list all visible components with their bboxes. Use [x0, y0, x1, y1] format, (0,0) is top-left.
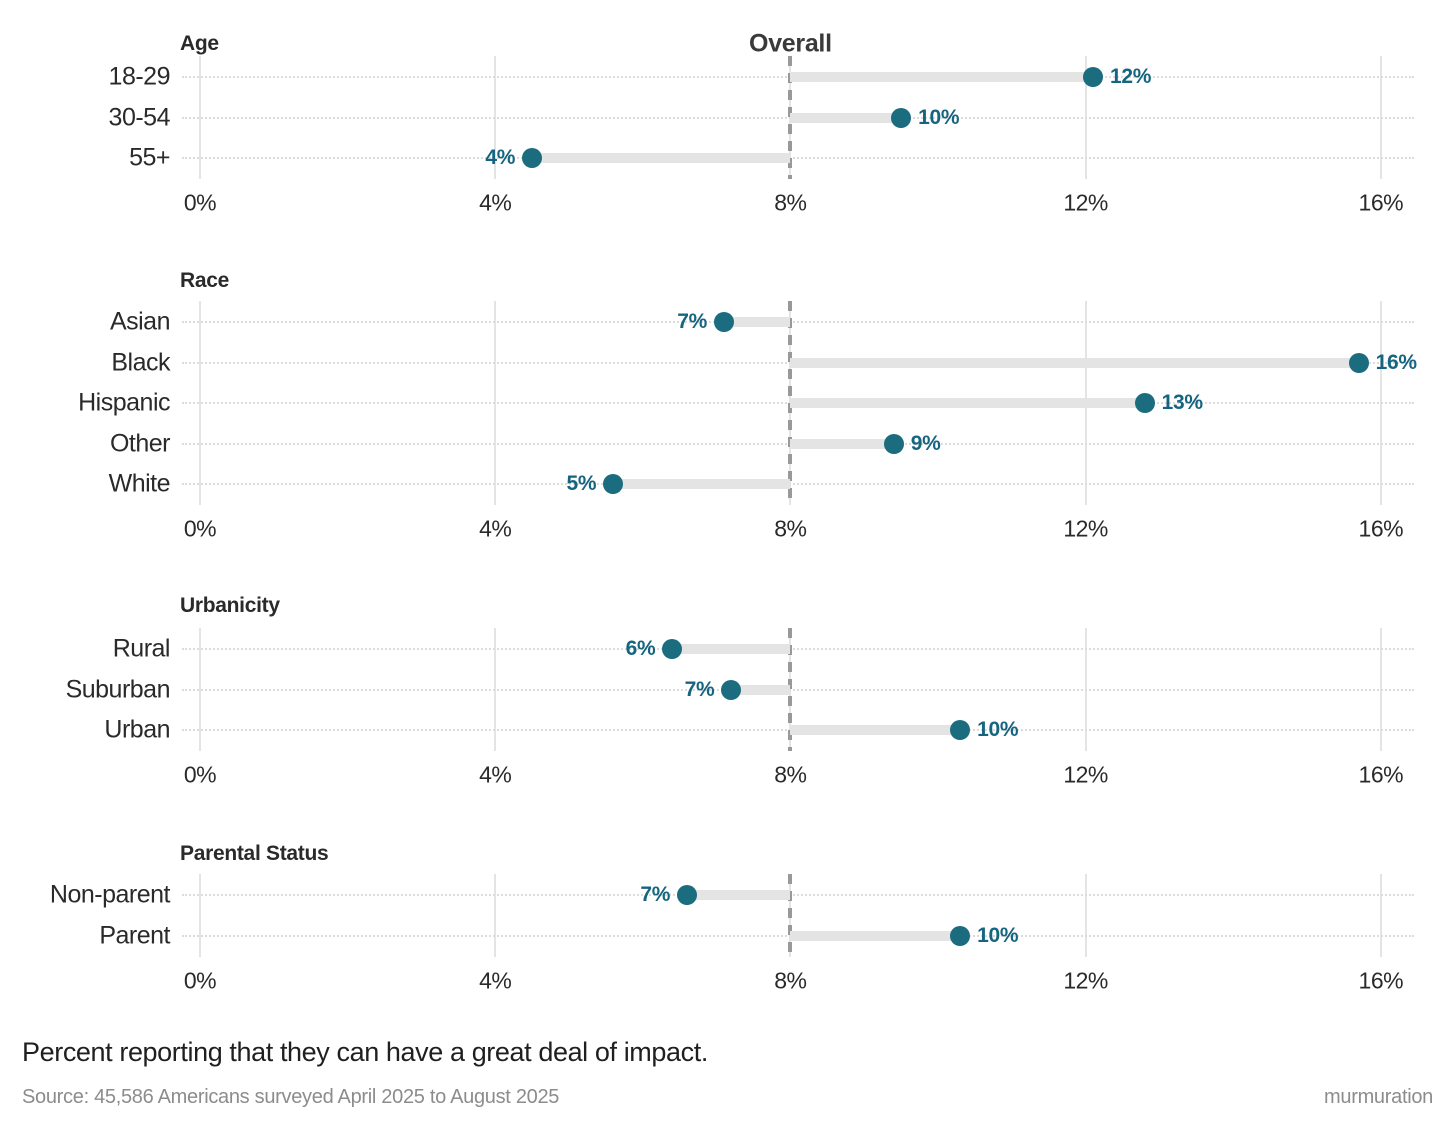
brand-mark: murmuration	[1324, 1086, 1433, 1108]
lollipop-bar	[613, 479, 791, 489]
data-point-dot	[522, 148, 543, 168]
data-point-dot	[677, 885, 698, 905]
lollipop-bar	[790, 438, 894, 449]
row-label: Hispanic	[78, 388, 170, 417]
row-leader-line	[182, 157, 1414, 159]
row-leader-line	[182, 688, 1414, 691]
axis-tick-label: 4%	[479, 515, 512, 542]
axis-tick-label: 0%	[183, 515, 217, 542]
row-label: Black	[111, 348, 170, 376]
panel-group-label: Parental Status	[180, 842, 329, 865]
value-label: 10%	[918, 105, 960, 129]
row-label: Parent	[99, 921, 170, 949]
row-leader-line	[182, 483, 1414, 485]
lollipop-bar	[731, 684, 791, 695]
gridline	[199, 874, 201, 957]
axis-tick-label: 16%	[1358, 967, 1404, 993]
row-label: 18-29	[108, 62, 171, 91]
row-leader-line	[182, 894, 1414, 896]
axis-tick-label: 12%	[1063, 761, 1108, 788]
lollipop-bar	[790, 112, 902, 123]
data-point-dot	[891, 107, 912, 128]
value-label: 7%	[677, 310, 707, 333]
row-label: Rural	[112, 634, 171, 663]
axis-tick-label: 4%	[479, 761, 512, 788]
axis-tick-label: 16%	[1358, 189, 1404, 216]
value-label: 16%	[1375, 350, 1417, 374]
panel-group-label: Urbanicity	[180, 594, 280, 617]
axis-tick-label: 0%	[183, 189, 217, 216]
row-label: Suburban	[65, 675, 171, 703]
value-label: 7%	[684, 677, 715, 701]
lollipop-bar	[723, 317, 791, 327]
data-point-dot	[1134, 393, 1155, 413]
reference-line	[788, 874, 793, 957]
gridline	[494, 874, 497, 957]
value-label: 12%	[1109, 65, 1152, 88]
row-label: Other	[109, 429, 171, 457]
axis-tick-label: 0%	[183, 967, 217, 993]
row-label: Asian	[109, 307, 171, 336]
axis-tick-label: 12%	[1063, 515, 1108, 542]
chart-caption: Percent reporting that they can have a g…	[22, 1037, 708, 1067]
value-label: 6%	[625, 637, 656, 660]
value-label: 4%	[485, 146, 516, 169]
lollipop-bar	[790, 398, 1145, 408]
data-point-dot	[713, 312, 734, 332]
axis-tick-label: 0%	[183, 761, 217, 788]
value-label: 13%	[1161, 391, 1203, 414]
lollipop-bar	[790, 725, 961, 735]
reference-line	[788, 628, 793, 751]
reference-line-label: Overall	[749, 29, 832, 58]
value-label: 10%	[977, 718, 1019, 741]
gridline	[1379, 874, 1382, 957]
row-label: 30-54	[108, 103, 171, 131]
row-label: Urban	[104, 715, 170, 744]
axis-tick-label: 16%	[1358, 761, 1404, 788]
row-leader-line	[182, 648, 1414, 650]
data-point-dot	[950, 925, 971, 946]
data-point-dot	[721, 679, 742, 700]
axis-tick-label: 4%	[479, 189, 512, 216]
row-label: Non-parent	[49, 880, 171, 909]
lollipop-bar	[790, 72, 1093, 82]
lollipop-bar	[532, 153, 791, 163]
row-leader-line	[182, 321, 1414, 323]
value-label: 7%	[640, 883, 671, 906]
lollipop-bar	[790, 357, 1359, 368]
axis-tick-label: 4%	[479, 967, 512, 993]
panel-group-label: Race	[180, 269, 230, 292]
data-point-dot	[950, 720, 971, 740]
data-point-dot	[603, 474, 624, 494]
row-label: 55+	[129, 143, 170, 172]
axis-tick-label: 12%	[1063, 967, 1108, 993]
axis-tick-label: 8%	[774, 515, 807, 542]
data-point-dot	[883, 433, 904, 454]
row-label: White	[108, 469, 171, 498]
data-point-dot	[1348, 352, 1369, 373]
axis-tick-label: 12%	[1063, 189, 1108, 216]
value-label: 5%	[566, 472, 597, 495]
value-label: 9%	[910, 431, 941, 455]
source-note: Source: 45,586 Americans surveyed April …	[22, 1086, 560, 1108]
axis-tick-label: 8%	[774, 967, 807, 993]
panel-group-label: Age	[180, 32, 219, 55]
axis-tick-label: 8%	[774, 189, 807, 216]
axis-tick-label: 8%	[774, 761, 807, 788]
lollipop-bar	[790, 930, 961, 941]
data-point-dot	[1082, 67, 1103, 87]
axis-tick-label: 16%	[1358, 515, 1404, 542]
value-label: 10%	[977, 923, 1019, 947]
gridline	[1084, 874, 1087, 957]
data-point-dot	[662, 639, 683, 659]
lollipop-bar	[687, 890, 791, 900]
lollipop-bar	[672, 644, 791, 654]
